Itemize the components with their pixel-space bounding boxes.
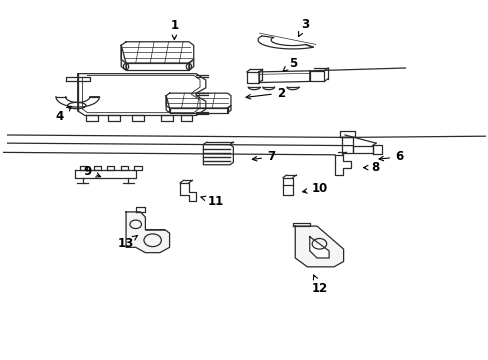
Polygon shape (126, 63, 188, 70)
Text: 1: 1 (170, 19, 178, 40)
Text: 8: 8 (363, 161, 378, 174)
Polygon shape (108, 116, 120, 121)
Polygon shape (372, 145, 382, 154)
Polygon shape (166, 96, 169, 113)
Polygon shape (121, 166, 128, 170)
Polygon shape (334, 155, 350, 175)
Polygon shape (132, 116, 143, 121)
Polygon shape (134, 166, 141, 170)
Polygon shape (180, 183, 196, 201)
Polygon shape (295, 226, 343, 267)
Polygon shape (246, 72, 259, 82)
Text: 12: 12 (311, 275, 327, 294)
Polygon shape (126, 212, 169, 253)
Polygon shape (161, 116, 173, 121)
Polygon shape (309, 71, 324, 81)
Polygon shape (78, 74, 205, 116)
Polygon shape (75, 170, 136, 177)
Polygon shape (258, 36, 313, 49)
Polygon shape (180, 116, 192, 121)
Polygon shape (169, 108, 227, 113)
Text: 10: 10 (302, 183, 327, 195)
Polygon shape (203, 145, 233, 165)
Text: 7: 7 (252, 150, 275, 163)
Polygon shape (136, 207, 145, 212)
Polygon shape (342, 138, 352, 153)
Polygon shape (227, 105, 230, 113)
Polygon shape (283, 177, 292, 195)
Text: 6: 6 (378, 150, 403, 163)
Polygon shape (94, 166, 101, 170)
Polygon shape (86, 116, 98, 121)
Polygon shape (188, 59, 193, 70)
Polygon shape (80, 166, 87, 170)
Text: 11: 11 (201, 195, 223, 208)
Polygon shape (309, 237, 328, 258)
Text: 4: 4 (56, 107, 71, 123)
Polygon shape (292, 222, 309, 226)
Polygon shape (166, 93, 230, 108)
Text: 5: 5 (283, 57, 296, 71)
Polygon shape (121, 42, 193, 63)
Text: 9: 9 (83, 165, 101, 177)
Text: 3: 3 (298, 18, 308, 36)
Polygon shape (107, 166, 114, 170)
Text: 2: 2 (245, 87, 284, 100)
Polygon shape (340, 131, 354, 137)
Polygon shape (56, 97, 99, 107)
Polygon shape (352, 145, 372, 153)
Text: 13: 13 (118, 235, 137, 250)
Polygon shape (65, 77, 90, 81)
Polygon shape (121, 45, 126, 70)
Polygon shape (259, 71, 309, 82)
